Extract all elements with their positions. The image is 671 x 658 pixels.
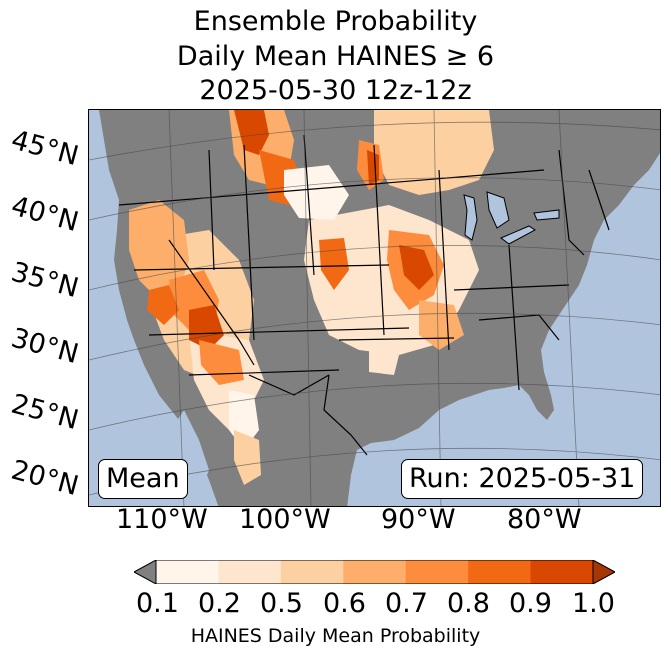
colorbar-tick: 0.5: [260, 588, 303, 619]
state-boundaries: [118, 134, 610, 456]
lat-label-30n: 30°N: [7, 322, 82, 371]
prob-patch: [399, 245, 434, 290]
lat-label-35n: 35°N: [7, 256, 82, 305]
title-line-2: Daily Mean HAINES ≥ 6: [176, 41, 495, 72]
colorbar-cell: [280, 560, 344, 584]
map-canvas: [89, 110, 660, 506]
lat-label-25n: 25°N: [7, 388, 82, 437]
colorbar-cell: [468, 560, 532, 584]
probability-map: [88, 109, 661, 507]
prob-patch: [284, 165, 349, 220]
lon-label-100w: 100°W: [239, 504, 331, 535]
colorbar-cell: [343, 560, 407, 584]
prob-patch: [234, 110, 269, 155]
lon-label-90w: 90°W: [381, 504, 456, 535]
lake-michigan: [463, 194, 478, 241]
colorbar-tick: 0.2: [198, 588, 241, 619]
colorbar-tick: 0.7: [385, 588, 428, 619]
prob-patch: [374, 110, 494, 195]
colorbar-tick: 0.6: [323, 588, 366, 619]
prob-patch: [129, 200, 189, 300]
graticule: [89, 110, 660, 506]
lat-label-20n: 20°N: [7, 454, 82, 503]
prob-patch: [234, 430, 261, 485]
prob-patch: [147, 285, 179, 325]
colorbar-cell: [156, 560, 219, 584]
lat-label-40n: 40°N: [7, 190, 82, 239]
colorbar-cell: [218, 560, 282, 584]
probability-field: [129, 110, 494, 485]
colorbar-tick: 0.8: [447, 588, 490, 619]
colorbar-over-arrow: [592, 560, 615, 584]
colorbar-cell: [405, 560, 469, 584]
lat-label-45n: 45°N: [7, 124, 82, 173]
colorbar-tick: 1.0: [572, 588, 615, 619]
lon-label-80w: 80°W: [507, 504, 582, 535]
stat-label: Mean: [98, 459, 188, 499]
colorbar-tick: 0.1: [136, 588, 179, 619]
lake-erie: [500, 225, 536, 245]
colorbar-frame: [155, 560, 594, 584]
prob-patch: [189, 305, 224, 350]
title-line-3: 2025-05-30 12z-12z: [199, 75, 472, 106]
run-label: Run: 2025-05-31: [401, 459, 644, 499]
colorbar-label: HAINES Daily Mean Probability: [190, 625, 481, 647]
colorbar: [134, 560, 615, 584]
lake-huron: [486, 191, 510, 229]
lon-label-110w: 110°W: [116, 504, 208, 535]
colorbar-cells: [156, 560, 594, 584]
lake-ontario: [533, 209, 560, 221]
colorbar-under-arrow: [134, 560, 157, 584]
colorbar-cell: [530, 560, 594, 584]
colorbar-tick: 0.9: [509, 588, 552, 619]
baja-gulf: [171, 410, 209, 490]
prob-patch: [369, 350, 399, 375]
title-line-1: Ensemble Probability: [193, 6, 478, 37]
